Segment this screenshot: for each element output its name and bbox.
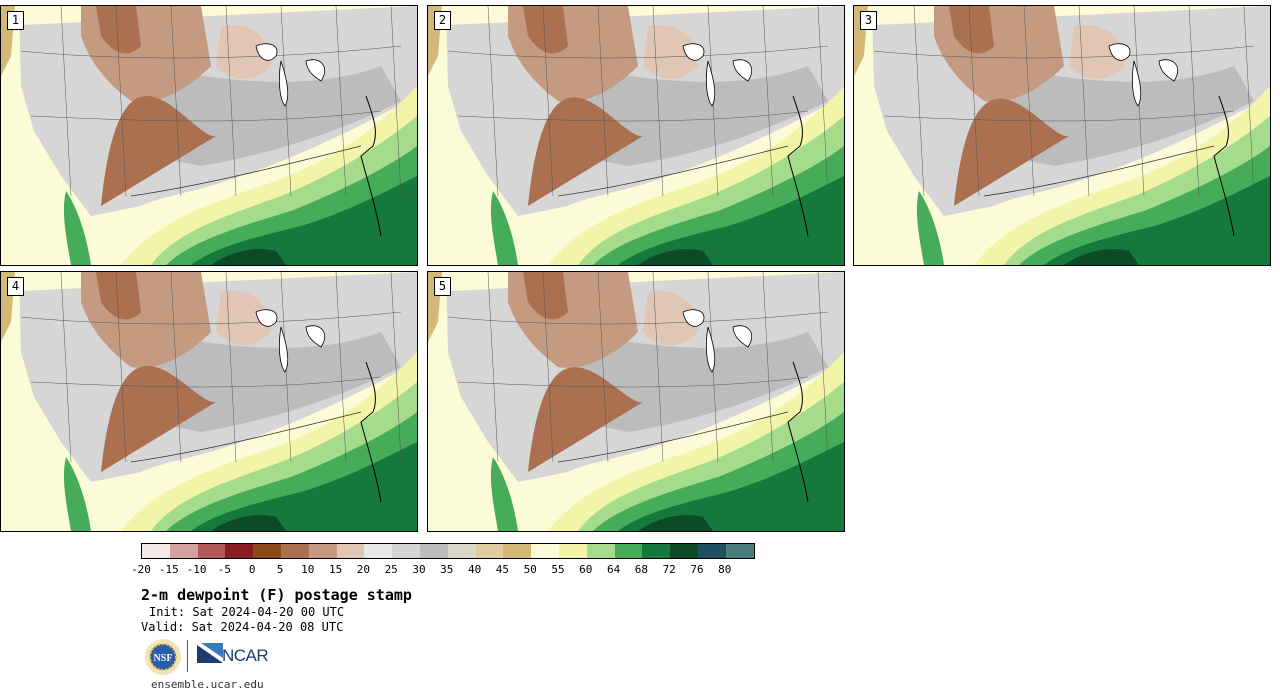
colorbar-tick: 40 (467, 563, 482, 576)
dewpoint-map (428, 272, 844, 531)
member-number-label: 1 (7, 11, 24, 30)
colorbar-tick: 20 (356, 563, 371, 576)
colorbar-tick: 80 (718, 563, 732, 576)
nsf-logo: NSF (145, 639, 181, 675)
colorbar-tick: 55 (551, 563, 565, 576)
colorbar-tick: 68 (634, 563, 649, 576)
colorbar-swatch (392, 544, 420, 558)
member-number-label: 4 (7, 277, 24, 296)
colorbar-tick: 35 (440, 563, 454, 576)
colorbar-swatch (725, 544, 754, 558)
logo-divider (187, 640, 188, 672)
colorbar-tick: -15 (158, 563, 179, 576)
colorbar-tick: 15 (328, 563, 343, 576)
colorbar-tick: -5 (217, 563, 232, 576)
colorbar-swatch (336, 544, 365, 558)
dewpoint-colorbar (141, 543, 755, 559)
colorbar-swatch (253, 544, 281, 558)
colorbar-tick: 30 (412, 563, 426, 576)
dewpoint-map (1, 272, 417, 531)
ensemble-member-panel-3: 3 (853, 5, 1271, 266)
ncar-logo-mark (197, 643, 223, 663)
member-number-label: 5 (434, 277, 451, 296)
colorbar-tick: -20 (131, 563, 151, 576)
colorbar-tick: 50 (523, 563, 537, 576)
colorbar-swatch (586, 544, 615, 558)
colorbar-swatch (364, 544, 393, 558)
init-time: Init: Sat 2024-04-20 00 UTC (149, 605, 345, 619)
colorbar-swatch (558, 544, 587, 558)
colorbar-swatch (670, 544, 698, 558)
colorbar-swatch (697, 544, 726, 558)
dewpoint-map (428, 6, 844, 265)
colorbar-tick: 10 (301, 563, 315, 576)
member-number-label: 3 (860, 11, 877, 30)
colorbar-tick: 60 (579, 563, 593, 576)
colorbar-tick: 45 (495, 563, 510, 576)
colorbar-swatch (142, 544, 170, 558)
colorbar-swatch (419, 544, 448, 558)
dewpoint-map (854, 6, 1270, 265)
figure-title: 2-m dewpoint (F) postage stamp (141, 586, 412, 604)
colorbar-tick: 72 (662, 563, 676, 576)
dewpoint-map (1, 6, 417, 265)
colorbar-tick: 25 (384, 563, 398, 576)
colorbar-swatch (280, 544, 309, 558)
colorbar-swatch (531, 544, 559, 558)
colorbar-swatch (447, 544, 476, 558)
colorbar-swatch (614, 544, 643, 558)
colorbar-swatch (642, 544, 671, 558)
colorbar-swatch (225, 544, 254, 558)
colorbar-swatch (503, 544, 532, 558)
ensemble-member-panel-5: 5 (427, 271, 845, 532)
svg-text:NSF: NSF (154, 653, 173, 664)
colorbar-tick: 76 (690, 563, 704, 576)
colorbar-tick: 5 (276, 563, 284, 576)
ensemble-member-panel-2: 2 (427, 5, 845, 266)
colorbar-tick-labels: -20 -15 -10 -5 0 5 10 15 20 25 30 35 40 45 50 55 60 64 68 7… (131, 563, 761, 577)
colorbar-swatch (308, 544, 337, 558)
colorbar-swatch (197, 544, 226, 558)
ensemble-member-panel-4: 4 (0, 271, 418, 532)
valid-time: Valid: Sat 2024-04-20 08 UTC (141, 620, 344, 634)
colorbar-swatch (169, 544, 198, 558)
colorbar-tick: 64 (606, 563, 621, 576)
colorbar-swatch (475, 544, 504, 558)
ensemble-member-panel-1: 1 (0, 5, 418, 266)
member-number-label: 2 (434, 11, 451, 30)
colorbar-tick: 0 (248, 563, 256, 576)
site-url: ensemble.ucar.edu (151, 678, 264, 691)
ncar-logo-text: NCAR (222, 646, 269, 665)
colorbar-tick: -10 (186, 563, 207, 576)
